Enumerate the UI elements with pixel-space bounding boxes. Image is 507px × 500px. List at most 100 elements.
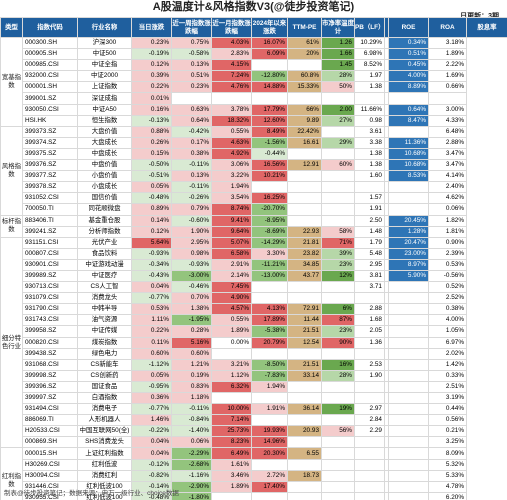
cell-temp xyxy=(321,414,355,427)
cell-ytd: 17.79% xyxy=(251,103,288,116)
cell-week: 0.19% xyxy=(171,369,212,382)
cell-pb xyxy=(354,380,385,394)
cell-code: 000001.SH xyxy=(22,81,78,94)
cell-ytd: 12.60% xyxy=(251,114,288,127)
cell-code: 000300.SH xyxy=(22,36,78,50)
table-row: 000985.CSI 中证全指 0.12% 0.13% 4.15% 1.45 8.52% 0.… xyxy=(1,59,507,72)
cell-pb: 2.53 xyxy=(354,358,385,371)
cell-name: 小盘价值 xyxy=(77,170,132,183)
cell-div: 5.33% xyxy=(428,469,467,482)
cell-name: 国证食品 xyxy=(77,380,132,394)
cell-day: 0.05% xyxy=(131,369,172,382)
cell-ytd: -8.95% xyxy=(251,214,288,227)
cell-week: 1.38% xyxy=(171,303,212,316)
page-title: A股温度计&风格指数V3(@徒步投资笔记) xyxy=(152,1,355,13)
cell-ytd xyxy=(251,391,288,405)
cell-roe xyxy=(388,480,429,493)
cell-day: -0.93% xyxy=(131,247,172,260)
cell-div: 5.32% xyxy=(428,458,467,471)
cell-code: 932000.CSI xyxy=(22,70,78,83)
cell-month: 3.22% xyxy=(211,170,252,183)
cell-ytd: 14.88% xyxy=(251,81,288,94)
cell-name: 中证传媒 xyxy=(77,325,132,338)
cell-week: -0.46% xyxy=(171,281,212,294)
cell-pe xyxy=(287,414,322,427)
cell-week: 1.90% xyxy=(171,225,212,238)
cell-day: 0.39% xyxy=(131,70,172,83)
cell-temp: 50% xyxy=(321,81,355,94)
cell-pe xyxy=(287,292,322,305)
cell-name: 分析师指数 xyxy=(77,225,132,238)
cell-ytd xyxy=(251,59,288,72)
cell-pe xyxy=(287,391,322,405)
cell-name: 中证游戏动漫 xyxy=(77,258,132,271)
cell-temp xyxy=(321,391,355,405)
cell-name: 基金重仓股 xyxy=(77,214,132,227)
cell-div: 4.00% xyxy=(428,314,467,327)
cell-ytd xyxy=(251,181,288,194)
cell-code: 931743.CSI xyxy=(22,314,78,327)
table-row: 931446.CSI 红利低波100 -0.14% -2.90% 1.89% 17.40%… xyxy=(1,480,507,493)
cell-code: 399958.SZ xyxy=(22,325,78,338)
group-label: 细分特色行业 xyxy=(0,236,23,449)
cell-day: 0.04% xyxy=(131,447,172,460)
cell-month: 5.07% xyxy=(211,236,252,249)
cell-pb: 1.38 xyxy=(354,147,385,161)
table-row: 细分特色行业 931151.CSI 光伏产业 5.64% 2.95% 5.07% -14.2… xyxy=(0,236,507,449)
cell-code: 000807.CSI xyxy=(22,247,78,260)
cell-temp: 1.26 xyxy=(321,36,355,50)
cell-ytd: 17.89% xyxy=(251,314,288,327)
cell-ytd: -8.69% xyxy=(251,225,288,238)
cell-name: 上证红利指数 xyxy=(77,447,132,460)
cell-month: 7.14% xyxy=(211,414,252,427)
cell-pb: 1.91 xyxy=(354,203,385,216)
cell-pe xyxy=(287,203,322,216)
cell-month: 4.90% xyxy=(211,292,252,305)
cell-pb: 1.68 xyxy=(354,314,385,327)
cell-temp: 6% xyxy=(321,303,355,316)
cell-month: 3.21% xyxy=(211,358,252,371)
cell-ytd: -8.50% xyxy=(251,358,288,371)
cell-div: 2.40% xyxy=(428,181,467,194)
cell-pe: 11.44 xyxy=(287,314,322,327)
cell-temp: 27% xyxy=(321,114,355,127)
cell-pe: 34.85 xyxy=(287,258,322,271)
cell-ytd xyxy=(251,458,288,471)
cell-pb: 1.36 xyxy=(354,336,385,349)
cell-day: 1.11% xyxy=(131,314,172,327)
cell-roe: 10.68% xyxy=(388,159,429,172)
cell-pe: 20.93 xyxy=(287,425,322,438)
cell-roe xyxy=(388,92,429,105)
group-label: 标杆指数 xyxy=(0,214,23,238)
cell-ytd: 3.30% xyxy=(251,247,288,260)
cell-pe: 22.93 xyxy=(287,225,322,238)
cell-div: 2.39% xyxy=(428,247,467,260)
cell-name: 恒生指数 xyxy=(77,114,132,127)
cell-week xyxy=(171,92,212,105)
cell-roe xyxy=(388,181,429,194)
cell-month: 6.32% xyxy=(211,380,252,394)
cell-month: 3.46% xyxy=(211,469,252,482)
cell-roe xyxy=(388,336,429,349)
cell-ytd: 8.49% xyxy=(251,125,288,138)
cell-ytd: 6.09% xyxy=(251,48,288,61)
cell-pb: 10.29% xyxy=(354,36,385,50)
cell-roe xyxy=(388,425,429,438)
cell-day: -0.48% xyxy=(131,192,172,205)
cell-temp: 29% xyxy=(321,136,355,149)
cell-temp xyxy=(321,491,355,500)
table-row: 399958.SZ 中证传媒 0.22% 0.28% 1.89% -5.38% 21.51 2… xyxy=(1,325,507,338)
cell-ytd: 2.72% xyxy=(251,469,288,482)
cell-week: 0.51% xyxy=(171,70,212,83)
cell-pe: 16.61 xyxy=(287,136,322,149)
cell-pe: 22.42% xyxy=(287,125,322,138)
cell-code: 886069.TI xyxy=(22,414,78,427)
cell-temp xyxy=(321,292,355,305)
cell-pb: 1.97 xyxy=(354,70,385,83)
cell-code: 399377.SZ xyxy=(22,170,78,183)
cell-name: 中证全指 xyxy=(77,59,132,72)
header-cell: 指数代码 xyxy=(22,17,78,38)
table-row: 宽基指数 000300.SH 沪深300 0.23% 0.75% 4.03% 16.07% 6… xyxy=(0,36,507,127)
cell-ytd: 19.93% xyxy=(251,425,288,438)
cell-day: -0.12% xyxy=(131,458,172,471)
